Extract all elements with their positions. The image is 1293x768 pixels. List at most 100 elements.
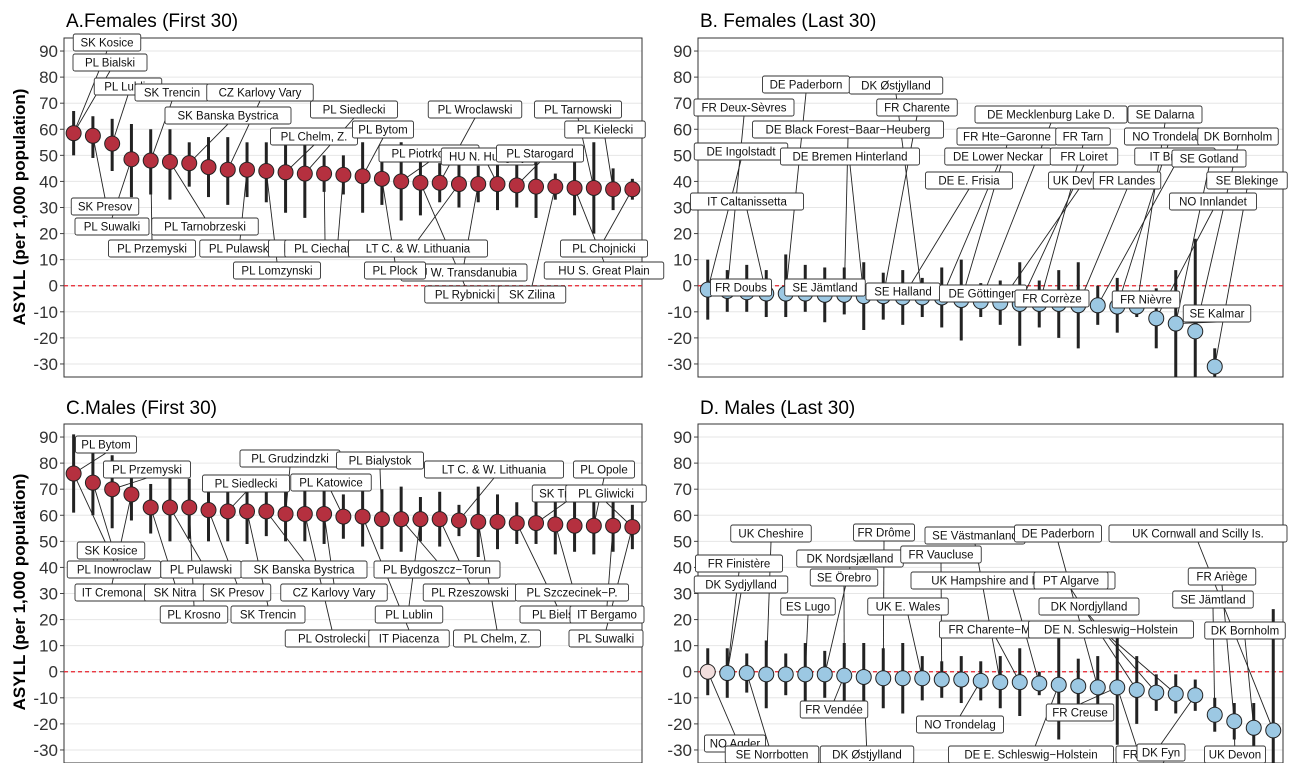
- y-tick-label: -30: [33, 741, 58, 760]
- y-tick-label: 90: [673, 428, 692, 447]
- label-connector: [305, 118, 354, 174]
- label-connector: [1215, 189, 1247, 367]
- data-point: [567, 518, 582, 533]
- y-tick-label: 70: [673, 480, 692, 499]
- region-label: DE Bremen Hinterland: [792, 152, 907, 164]
- region-label: NO Trondelag: [924, 720, 996, 732]
- data-point: [182, 156, 197, 171]
- data-point: [1129, 682, 1144, 697]
- region-label: PL Grudzindzki: [251, 454, 329, 466]
- y-tick-label: 70: [39, 94, 58, 113]
- region-label: UK E. Wales: [876, 602, 941, 614]
- y-tick-label: 50: [673, 532, 692, 551]
- data-point: [374, 512, 389, 527]
- region-label: PL Starogard: [506, 149, 573, 161]
- region-label: CZ Karlovy Vary: [219, 88, 302, 100]
- region-label: PL Tarnowski: [544, 105, 612, 117]
- y-tick-label: 80: [39, 454, 58, 473]
- region-label: SK Presov: [78, 202, 133, 214]
- data-point: [220, 162, 235, 177]
- data-point: [317, 166, 332, 181]
- data-point: [567, 180, 582, 195]
- region-label: SE Kalmar: [1190, 309, 1245, 321]
- region-label: DE Paderborn: [770, 80, 843, 92]
- y-tick-label: -30: [667, 741, 692, 760]
- data-point: [240, 504, 255, 519]
- data-point: [1168, 316, 1183, 331]
- region-label: IT Caltanissetta: [707, 197, 787, 209]
- y-tick-label: 60: [673, 506, 692, 525]
- data-point: [625, 520, 640, 535]
- region-label: PL Katowice: [299, 478, 363, 490]
- data-point: [856, 669, 871, 684]
- region-label: PL Pulawski: [209, 244, 271, 256]
- data-point: [759, 667, 774, 682]
- label-connector: [604, 189, 632, 240]
- data-point: [817, 667, 832, 682]
- y-tick-label: 90: [39, 42, 58, 61]
- data-point: [1188, 688, 1203, 703]
- data-point: [1266, 723, 1281, 738]
- data-point: [317, 506, 332, 521]
- data-point: [548, 517, 563, 532]
- chart-panel-1: A.Females (First 30)-30-20-1001020304050…: [33, 11, 663, 377]
- data-point: [1246, 720, 1261, 735]
- region-label: SE Jämtland: [792, 283, 857, 295]
- y-tick-label: 0: [683, 663, 692, 682]
- data-point: [451, 177, 466, 192]
- data-point: [1051, 677, 1066, 692]
- data-point: [297, 506, 312, 521]
- data-point: [143, 153, 158, 168]
- region-label: LT C. & W. Lithuania: [366, 244, 471, 256]
- region-label: FR Finistère: [708, 559, 771, 571]
- data-point: [1149, 311, 1164, 326]
- y-tick-label: -20: [33, 715, 58, 734]
- data-point: [201, 503, 216, 518]
- region-label: PL Wroclawski: [438, 105, 513, 117]
- y-tick-label: -20: [667, 329, 692, 348]
- region-label: HU W. Transdanubia: [411, 268, 518, 280]
- region-label: DE N. Schleswig−Holstein: [1044, 625, 1178, 637]
- label-connector: [555, 524, 572, 584]
- panel-title: B. Females (Last 30): [700, 11, 876, 32]
- region-label: SK Nitra: [154, 588, 197, 600]
- data-point: [451, 513, 466, 528]
- region-label: PL Bytom: [81, 440, 130, 452]
- data-point: [606, 518, 621, 533]
- region-label: PL Bialystok: [349, 456, 412, 468]
- region-label: FR Doubs: [715, 283, 767, 295]
- region-label: UK Devon: [1209, 750, 1261, 762]
- y-tick-label: 50: [39, 146, 58, 165]
- label-connector: [708, 160, 741, 290]
- region-label: NO Innlandet: [1179, 197, 1248, 209]
- y-tick-label: 80: [673, 454, 692, 473]
- data-point: [915, 671, 930, 686]
- data-point: [876, 671, 891, 686]
- region-label: SK Trencin: [240, 610, 296, 622]
- region-label: PL Ostrolecki: [298, 634, 366, 646]
- data-point: [336, 509, 351, 524]
- data-point: [720, 666, 735, 681]
- region-label: DE Göttingen: [948, 289, 1017, 301]
- data-point: [66, 466, 81, 481]
- region-label: PL Kielecki: [577, 125, 633, 137]
- panel-title: A.Females (First 30): [66, 11, 238, 32]
- region-label: DE E. Frisia: [938, 176, 1000, 188]
- data-point: [66, 126, 81, 141]
- region-label: UK Cornwall and Scilly Is.: [1132, 529, 1264, 541]
- data-point: [432, 512, 447, 527]
- y-tick-label: 40: [673, 172, 692, 191]
- region-label: NO Trondelag: [1132, 132, 1204, 144]
- y-tick-label: 40: [673, 558, 692, 577]
- data-point: [201, 160, 216, 175]
- label-connector: [975, 544, 1000, 682]
- chart-panel-4: D. Males (Last 30)-30-20-100102030405060…: [667, 398, 1287, 763]
- region-label: HU S. Great Plain: [558, 266, 649, 278]
- region-label: PL Bytom: [358, 125, 407, 137]
- data-point: [1207, 707, 1222, 722]
- y-tick-label: 20: [673, 611, 692, 630]
- y-tick-label: 60: [39, 120, 58, 139]
- data-point: [739, 666, 754, 681]
- data-point: [529, 179, 544, 194]
- data-point: [509, 516, 524, 531]
